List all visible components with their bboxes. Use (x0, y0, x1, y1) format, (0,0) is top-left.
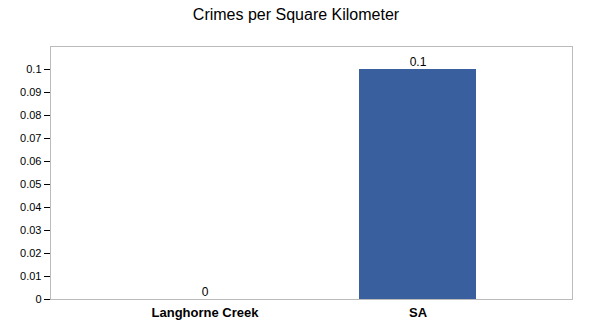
svg-text:0.03: 0.03 (20, 224, 41, 236)
svg-text:Langhorne Creek: Langhorne Creek (152, 305, 260, 320)
svg-text:0.1: 0.1 (26, 63, 41, 75)
svg-text:0.01: 0.01 (20, 270, 41, 282)
svg-text:0.07: 0.07 (20, 132, 41, 144)
svg-text:0.06: 0.06 (20, 155, 41, 167)
svg-text:0.02: 0.02 (20, 247, 41, 259)
svg-text:0: 0 (35, 293, 41, 305)
svg-text:SA: SA (409, 305, 428, 320)
svg-text:0.1: 0.1 (410, 55, 427, 69)
svg-text:0: 0 (202, 285, 209, 299)
svg-text:0.08: 0.08 (20, 109, 41, 121)
html-text:Crimes per Square Kilometer: Crimes per Square Kilometer (192, 6, 400, 23)
svg-text:0.04: 0.04 (20, 201, 41, 213)
svg-text:0.05: 0.05 (20, 178, 41, 190)
svg-text:0.09: 0.09 (20, 86, 41, 98)
